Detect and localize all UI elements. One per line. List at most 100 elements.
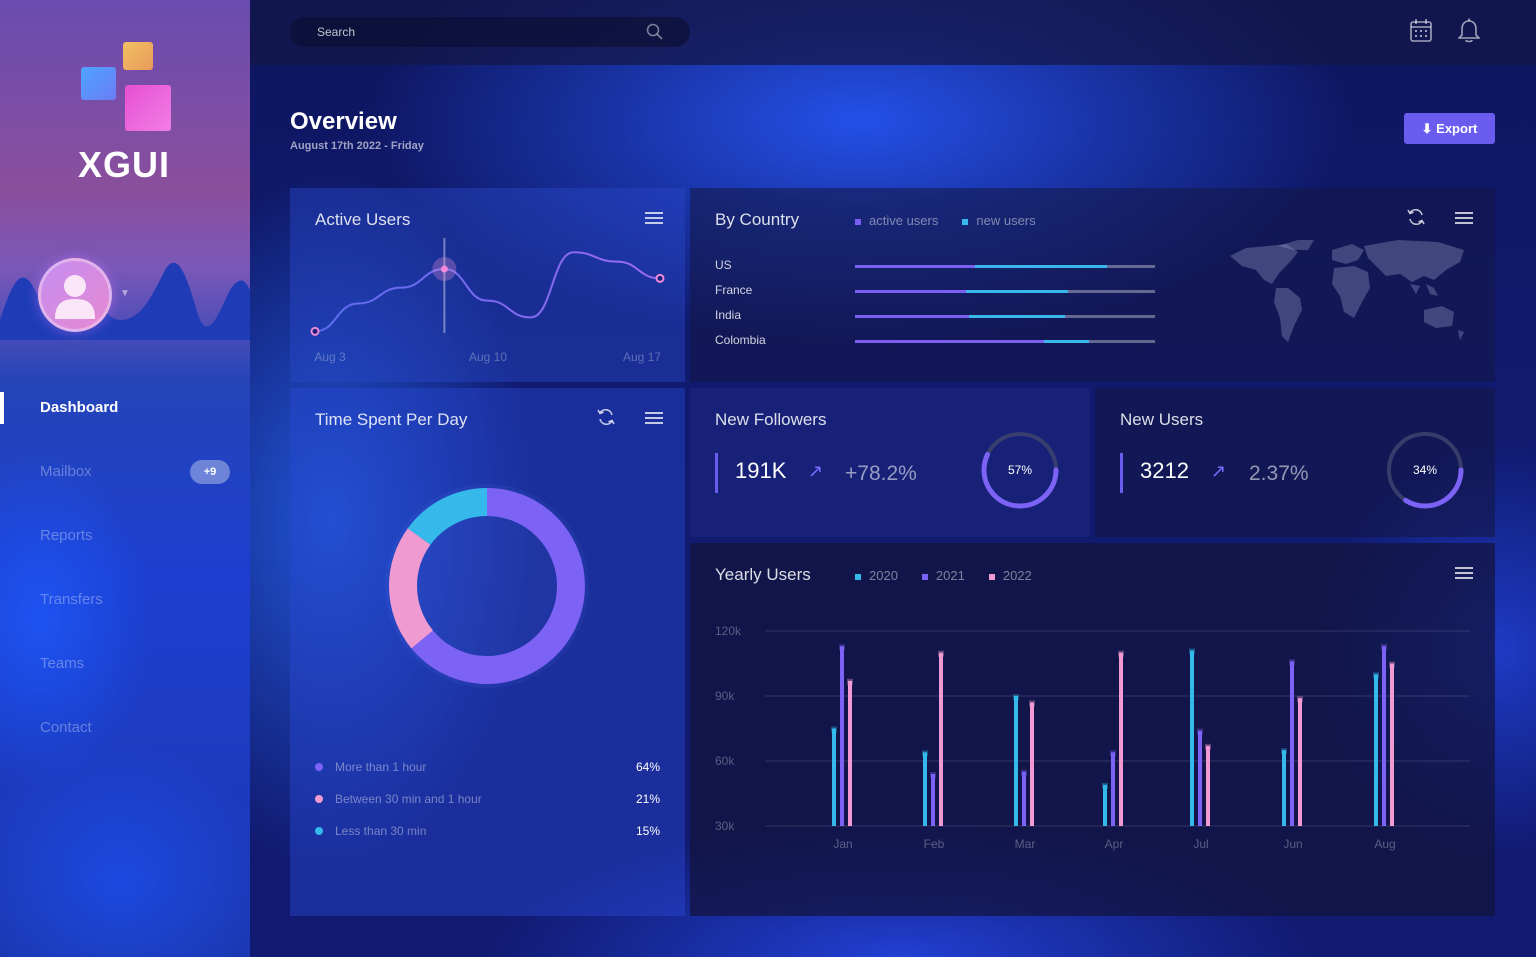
bar[interactable] <box>923 752 927 826</box>
bar[interactable] <box>939 652 943 826</box>
bar[interactable] <box>1014 696 1018 826</box>
country-bar <box>855 315 1155 318</box>
legend-swatch <box>962 218 969 225</box>
sidebar: XGUI ▼ Dashboard Mailbox +9 Reports Tran… <box>0 0 250 957</box>
legend-label: 2020 <box>869 568 898 583</box>
x-tick-label: Jul <box>1193 837 1208 851</box>
bar[interactable] <box>1119 652 1123 826</box>
bar-cap-glow <box>1029 700 1035 707</box>
bar[interactable] <box>1382 646 1386 826</box>
card-title: By Country <box>715 210 800 229</box>
mailbox-count-badge: +9 <box>190 460 230 484</box>
country-bar-new <box>966 290 1068 293</box>
bar[interactable] <box>1206 745 1210 826</box>
x-tick-label: Mar <box>1015 837 1036 851</box>
sidebar-item-teams[interactable]: Teams <box>0 631 250 695</box>
refresh-icon[interactable] <box>1406 207 1426 227</box>
stat-change: +78.2% <box>845 462 917 485</box>
legend-item: new users <box>962 213 1036 228</box>
sidebar-item-label: Transfers <box>40 590 103 608</box>
legend-dot <box>315 795 323 803</box>
progress-ring-label: 57% <box>1007 463 1033 477</box>
bar[interactable] <box>1111 752 1115 826</box>
menu-icon[interactable] <box>645 412 663 424</box>
x-tick-label: Aug 3 <box>314 350 346 364</box>
bar-cap-glow <box>1021 769 1027 776</box>
line-endpoint <box>655 273 665 283</box>
donut-slice[interactable] <box>389 488 585 684</box>
logo-square-orange <box>123 42 153 70</box>
menu-icon[interactable] <box>1455 567 1473 579</box>
trend-up-icon: ↗ <box>808 461 824 481</box>
active-users-line <box>314 251 661 333</box>
donut-slice[interactable] <box>389 488 585 684</box>
country-bar <box>855 265 1155 268</box>
avatar[interactable] <box>38 258 112 332</box>
bar[interactable] <box>1290 661 1294 826</box>
chevron-down-icon[interactable]: ▼ <box>120 288 130 299</box>
country-label: India <box>715 308 742 322</box>
world-map <box>1230 240 1464 342</box>
bar-cap-glow <box>922 750 928 757</box>
x-tick-label: Aug <box>1374 837 1395 851</box>
bar-cap-glow <box>1102 782 1108 789</box>
hover-point[interactable] <box>440 265 448 273</box>
bar-cap-glow <box>1289 659 1295 666</box>
search-icon[interactable] <box>646 23 664 41</box>
x-tick-label: Jan <box>833 837 852 851</box>
bar-cap-glow <box>938 650 944 657</box>
sidebar-item-contact[interactable]: Contact <box>0 695 250 759</box>
country-bar-active <box>855 290 966 293</box>
search-input[interactable] <box>317 23 617 41</box>
bar-cap-glow <box>1189 648 1195 655</box>
bar[interactable] <box>931 774 935 826</box>
sidebar-item-reports[interactable]: Reports <box>0 503 250 567</box>
export-button[interactable]: ⬇ Export <box>1404 113 1495 144</box>
card-title: New Followers <box>715 410 827 429</box>
sidebar-item-mailbox[interactable]: Mailbox +9 <box>0 439 250 503</box>
bar-cap-glow <box>1118 650 1124 657</box>
bar[interactable] <box>832 728 836 827</box>
sidebar-item-transfers[interactable]: Transfers <box>0 567 250 631</box>
bar[interactable] <box>1374 674 1378 826</box>
legend-item: 2022 <box>988 568 1032 583</box>
bar[interactable] <box>1103 784 1107 826</box>
legend-swatch <box>855 218 861 225</box>
country-bar-new <box>1044 340 1089 343</box>
bar[interactable] <box>1298 698 1302 826</box>
bar[interactable] <box>1198 730 1202 826</box>
country-bar-new <box>975 265 1107 268</box>
country-bar-active <box>855 340 1044 343</box>
bar-cap-glow <box>1110 750 1116 757</box>
time-spent-donut-chart <box>385 484 589 688</box>
bar[interactable] <box>1282 750 1286 826</box>
bell-icon[interactable] <box>1458 18 1480 44</box>
bar[interactable] <box>1022 771 1026 826</box>
logo-square-blue <box>81 67 116 100</box>
bar[interactable] <box>840 646 844 826</box>
bar-cap-glow <box>1281 748 1287 755</box>
bar[interactable] <box>848 680 852 826</box>
yearly-users-bar-chart: 120k 90k 60k 30k Jan Feb Mar Apr Jul Jun Aug <box>715 624 1470 851</box>
progress-ring-fill <box>981 431 1059 509</box>
bar-cap-glow <box>1381 644 1387 651</box>
sidebar-item-label: Contact <box>40 718 92 736</box>
sidebar-nav: Dashboard Mailbox +9 Reports Transfers T… <box>0 375 250 759</box>
search-box <box>290 17 690 47</box>
refresh-icon[interactable] <box>596 407 616 427</box>
new-followers-card: New Followers 191K ↗ +78.2% 57% <box>690 388 1090 537</box>
legend-label: Between 30 min and 1 hour <box>335 792 482 806</box>
bar-cap-glow <box>1013 694 1019 700</box>
legend-item: 2020 <box>855 568 898 583</box>
menu-icon[interactable] <box>645 212 663 224</box>
sidebar-item-dashboard[interactable]: Dashboard <box>0 375 250 439</box>
bar[interactable] <box>1030 702 1034 827</box>
card-title: Active Users <box>315 210 411 229</box>
bar[interactable] <box>1190 650 1194 827</box>
page-title: Overview <box>290 108 397 135</box>
legend-swatch <box>921 573 928 580</box>
bar[interactable] <box>1390 663 1394 827</box>
calendar-icon[interactable] <box>1410 18 1432 42</box>
menu-icon[interactable] <box>1455 212 1473 224</box>
legend-dot <box>315 763 323 771</box>
